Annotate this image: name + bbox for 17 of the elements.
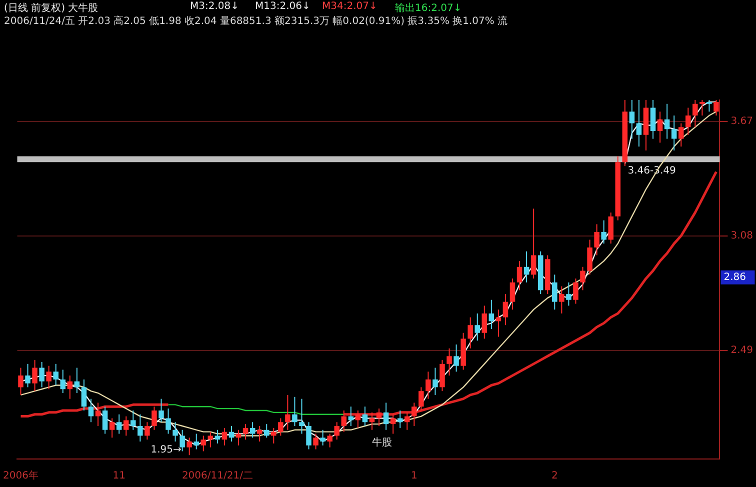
- annotation: 牛股: [372, 436, 392, 448]
- x-tick-label: 2006年: [3, 470, 38, 482]
- text: M13:2.06↓: [255, 1, 310, 12]
- x-tick-label: 1: [410, 470, 418, 482]
- annotation: 1.95→: [150, 444, 182, 456]
- text: 2006/11/24/五 开2.03 高2.05 低1.98 收2.04 量68851.3 额2315.3万 幅0.02(0.91%) 振3.35% 换1.07% 流: [4, 14, 508, 28]
- y-tick-label: 2.49: [730, 344, 753, 356]
- x-tick-label: 2006/11/21/二: [182, 470, 253, 482]
- y-tick-label: 3.67: [730, 116, 753, 127]
- chart-title: (日线 前复权) 大牛股: [4, 2, 98, 15]
- x-tick-label: 2: [551, 470, 558, 482]
- text: 输出16:2.07↓: [395, 2, 462, 15]
- x-tick-label: 11: [112, 470, 126, 482]
- text: M3:2.08↓: [190, 1, 240, 12]
- text: M34:2.07↓: [322, 1, 378, 12]
- text: 2.86: [724, 272, 746, 283]
- y-tick-label: 3.08: [730, 230, 753, 242]
